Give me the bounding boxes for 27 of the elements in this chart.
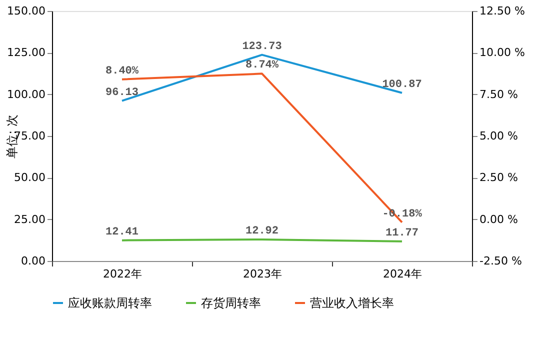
data-label: 8.74% xyxy=(245,60,279,72)
y-tick-label: 100.00 xyxy=(7,88,46,101)
legend-label: 应收账款周转率 xyxy=(68,296,152,310)
y2-tick-label: 12.50 % xyxy=(480,4,525,18)
x-tick-label: 2024年 xyxy=(383,268,422,280)
data-label: 96.13 xyxy=(105,86,139,99)
data-label: 8.40% xyxy=(105,65,139,78)
legend-label: 营业收入增长率 xyxy=(310,296,394,310)
y2-tick-label: 10.00 % xyxy=(480,46,525,60)
y2-tick-label: 2.50 % xyxy=(480,171,518,184)
data-label: 123.73 xyxy=(242,40,282,53)
x-tick-label: 2023年 xyxy=(243,268,282,280)
y-tick-label: 50.00 xyxy=(14,171,46,184)
x-tick-label: 2022年 xyxy=(103,268,142,280)
data-label: 12.41 xyxy=(105,226,139,238)
data-label: 100.87 xyxy=(382,78,422,91)
data-label: 11.77 xyxy=(385,227,419,240)
y-tick-label: 0.00 xyxy=(21,254,46,268)
y2-tick-label: 5.00 % xyxy=(480,130,518,142)
legend-label: 存货周转率 xyxy=(201,296,261,310)
data-label: 12.92 xyxy=(245,225,279,238)
y2-tick-label: 7.50 % xyxy=(480,88,518,101)
y2-tick-label: -2.50 % xyxy=(480,254,522,268)
y-tick-label: 25.00 xyxy=(14,212,46,226)
y2-tick-label: 0.00 % xyxy=(480,212,518,226)
y-tick-label: 125.00 xyxy=(7,46,46,60)
y-tick-label: 150.00 xyxy=(7,4,46,18)
